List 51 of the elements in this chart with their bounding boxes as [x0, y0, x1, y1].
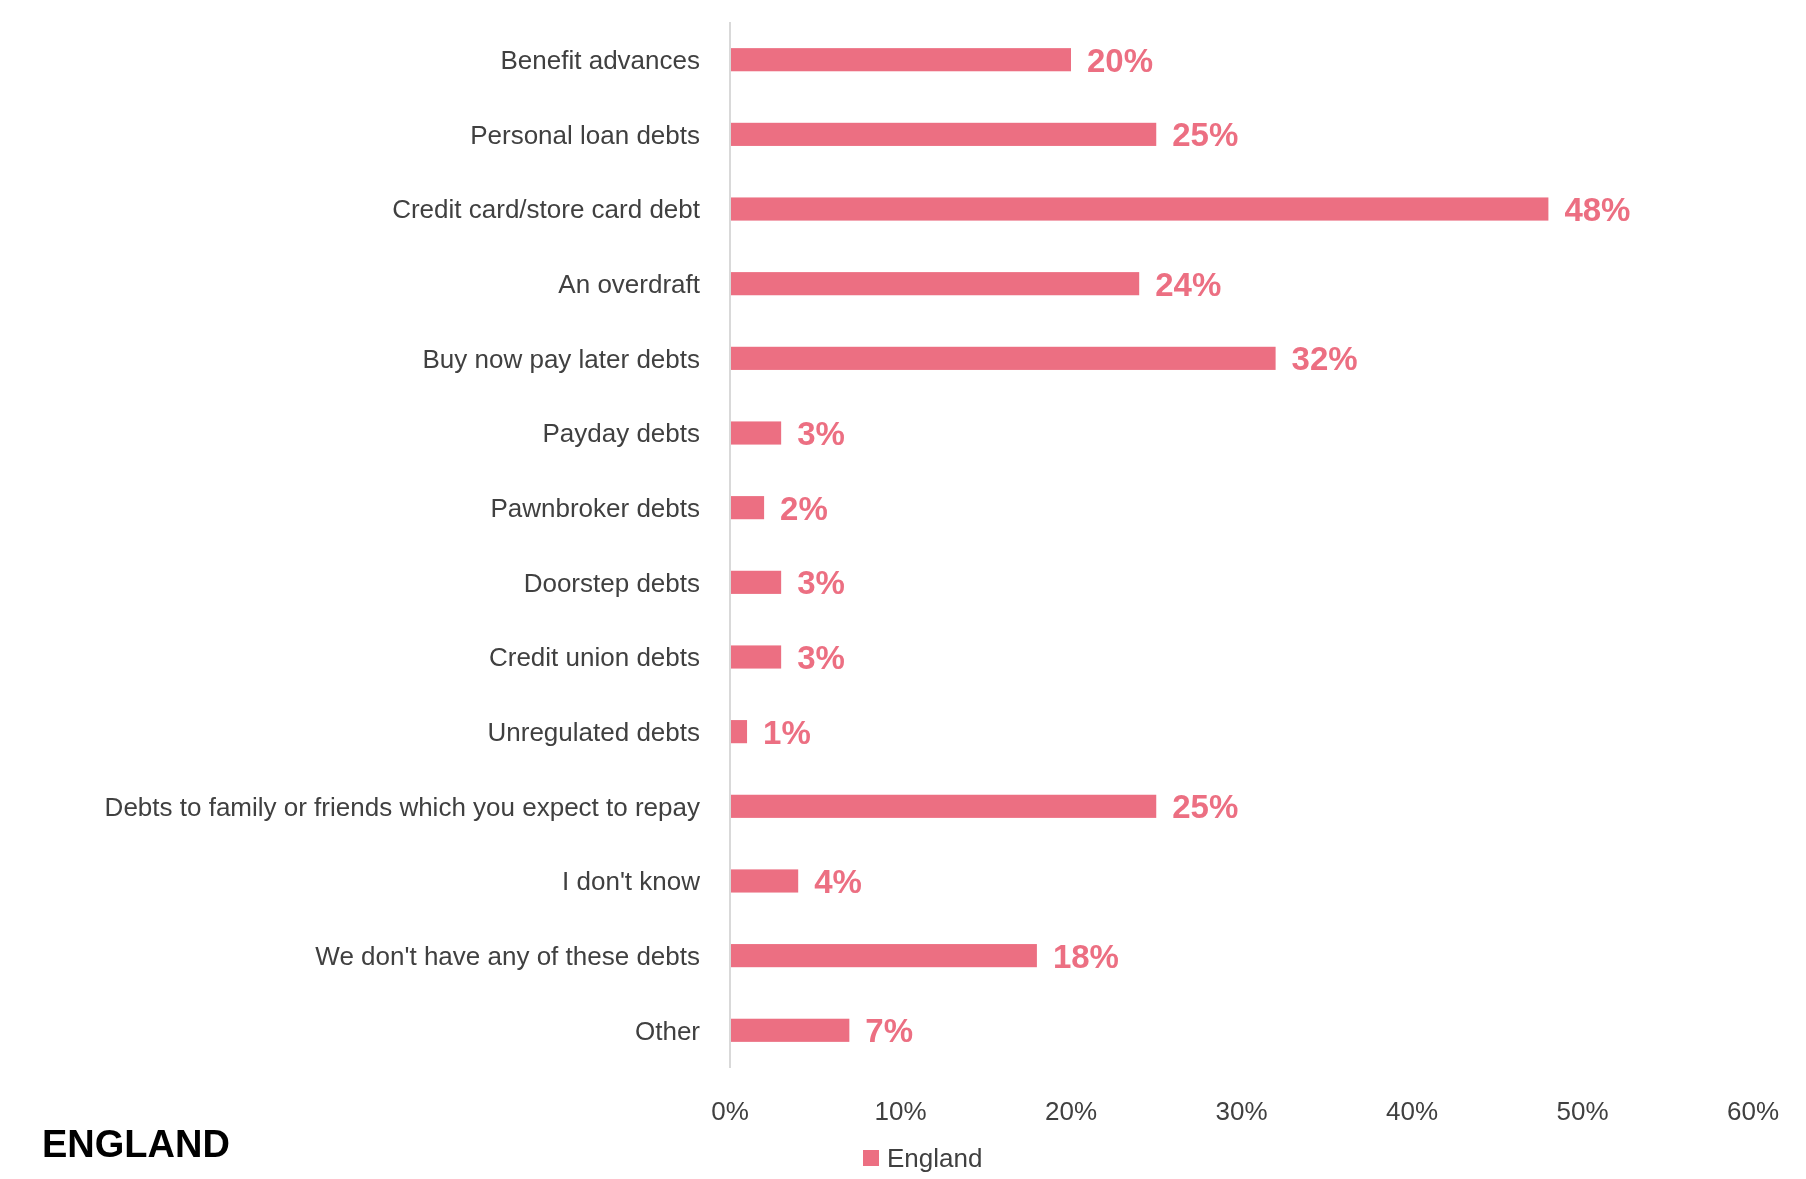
y-tick-label: Credit union debts	[488, 642, 700, 673]
bar	[730, 1018, 850, 1042]
bar	[730, 570, 782, 594]
bar	[730, 272, 1140, 296]
x-tick-label: 20%	[1044, 1096, 1098, 1127]
bar	[730, 48, 1071, 72]
data-label: 3%	[797, 564, 845, 602]
bar	[730, 794, 1157, 818]
bar	[730, 645, 782, 669]
bar	[730, 122, 1157, 146]
y-tick-label: Unregulated debts	[487, 717, 700, 748]
data-label: 18%	[1052, 937, 1119, 975]
y-tick-label: I don't know	[562, 866, 701, 897]
data-label: 20%	[1087, 41, 1154, 79]
bar	[730, 869, 799, 893]
x-tick-label: 10%	[874, 1096, 927, 1127]
data-label: 25%	[1172, 788, 1239, 826]
x-tick-label: 0%	[711, 1096, 749, 1127]
x-tick-label: 60%	[1726, 1096, 1780, 1127]
y-tick-label: Pawnbroker debts	[490, 493, 700, 524]
bar	[730, 496, 765, 520]
text: ENGLAND	[42, 1122, 230, 1165]
y-tick-label: Debts to family or friends which you expect to repay	[104, 791, 700, 822]
data-label: 1%	[763, 713, 811, 751]
bar	[730, 197, 1549, 221]
data-label: 3%	[797, 414, 845, 452]
y-tick-label: We don't have any of these debts	[315, 941, 700, 971]
bar	[730, 421, 782, 445]
bar	[730, 944, 1037, 968]
data-label: 7%	[865, 1012, 914, 1050]
x-tick-label: 50%	[1556, 1096, 1609, 1127]
y-tick-label: Buy now pay later debts	[422, 343, 700, 374]
data-label: 3%	[797, 638, 845, 676]
bar	[730, 720, 748, 744]
data-label: 48%	[1564, 190, 1631, 228]
y-tick-label: Payday debts	[542, 418, 700, 449]
x-tick-label: 40%	[1385, 1096, 1439, 1127]
y-tick-label: Credit card/store card debt	[392, 194, 701, 225]
legend-label: England	[887, 1143, 983, 1174]
data-label: 24%	[1155, 265, 1222, 303]
y-tick-label: An overdraft	[558, 269, 701, 300]
data-label: 32%	[1291, 340, 1358, 378]
data-label: 4%	[814, 862, 862, 900]
x-tick-label: 30%	[1215, 1096, 1268, 1127]
y-tick-label: Doorstep debts	[523, 567, 700, 598]
y-tick-label: Benefit advances	[500, 45, 700, 76]
data-label: 25%	[1172, 116, 1239, 154]
data-label: 2%	[780, 489, 828, 527]
y-tick-label: Other	[634, 1015, 701, 1046]
y-tick-label: Personal loan debts	[470, 119, 700, 150]
bar	[730, 346, 1276, 370]
